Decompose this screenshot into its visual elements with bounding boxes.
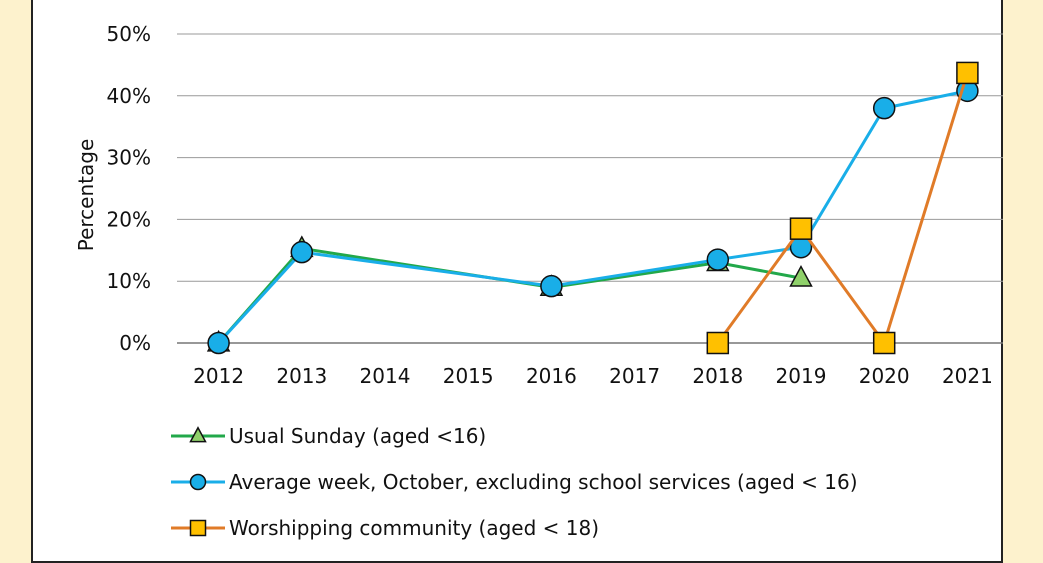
x-tick-label: 2018: [692, 364, 743, 388]
x-tick-label: 2017: [609, 364, 660, 388]
y-tick-label: 0%: [119, 331, 151, 355]
series-3: [706, 61, 979, 355]
data-point: [872, 96, 896, 120]
series: [206, 61, 979, 355]
line-chart: 0%10%20%30%40%50% 2012 2013 2014 2015 2016 20…: [74, 22, 1003, 388]
legend-swatch: [171, 426, 225, 443]
chart-panel: 0% 10% 20% 30% 40% 50% 2012 2013 2014 2015 2016 20…: [31, 0, 1003, 563]
x-tick-label: 2012: [193, 364, 244, 388]
y-axis-ticks: 0% 10% 20% 30% 40% 50%: [107, 22, 151, 355]
data-point: [189, 473, 207, 491]
data-point: [540, 274, 563, 298]
legend-item: Usual Sunday (aged <16): [171, 413, 858, 459]
series-line: [716, 72, 969, 347]
data-point: [290, 240, 314, 264]
data-point: [189, 426, 207, 443]
x-tick-label: 2019: [776, 364, 827, 388]
x-tick-label: 2015: [443, 364, 494, 388]
legend-item: Worshipping community (aged < 18): [171, 505, 858, 551]
legend-label: Worshipping community (aged < 18): [229, 516, 600, 540]
y-tick-label: 10%: [107, 269, 151, 293]
gridlines: [177, 33, 1003, 344]
y-tick-label: 30%: [107, 146, 151, 170]
data-point: [872, 331, 896, 355]
y-tick-label: 20%: [107, 207, 151, 231]
y-tick-label: 40%: [107, 84, 151, 108]
x-axis-ticks: 2012 2013 2014 2015 2016 2017 2018 2019 2020 2021: [193, 364, 993, 388]
data-point: [789, 217, 813, 240]
data-point: [706, 331, 730, 355]
x-tick-label: 2021: [942, 364, 993, 388]
x-tick-label: 2020: [859, 364, 910, 388]
x-tick-label: 2013: [276, 364, 327, 388]
legend-swatch: [171, 473, 225, 491]
x-tick-label: 2014: [360, 364, 411, 388]
data-point: [207, 331, 230, 355]
data-point: [189, 519, 207, 537]
data-point: [789, 264, 813, 287]
y-tick-label: 50%: [107, 22, 151, 46]
y-axis-title: Percentage: [74, 139, 98, 252]
legend-item: Average week, October, excluding school …: [171, 459, 858, 505]
legend: Usual Sunday (aged <16) Average week, Oct…: [171, 413, 858, 551]
legend-label: Usual Sunday (aged <16): [229, 424, 487, 448]
legend-label: Average week, October, excluding school …: [229, 470, 858, 494]
data-point: [706, 248, 730, 271]
data-point: [956, 61, 979, 85]
series-2: [207, 79, 979, 355]
x-tick-label: 2016: [526, 364, 577, 388]
legend-swatch: [171, 519, 225, 537]
